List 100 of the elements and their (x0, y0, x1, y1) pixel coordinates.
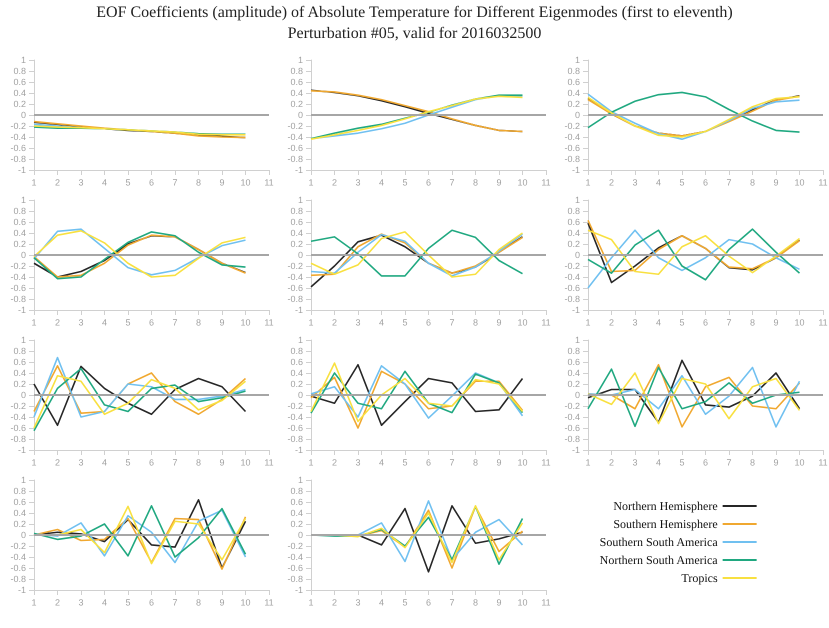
chart-subtitle: Perturbation #05, valid for 2016032500 (286, 24, 542, 44)
x-tick-label: 4 (656, 318, 662, 328)
y-tick-label: 1 (574, 195, 580, 205)
y-tick-label: -0.6 (10, 423, 26, 433)
y-tick-label: -0.8 (287, 574, 303, 584)
legend-label: Tropics (681, 571, 718, 585)
y-tick-label: 0.6 (13, 357, 26, 367)
x-tick-label: 9 (219, 178, 225, 188)
y-tick-label: 0.2 (567, 239, 580, 249)
y-tick-label: -0.4 (10, 552, 26, 562)
y-tick-label: -0.6 (10, 143, 26, 153)
x-tick-label: 7 (726, 178, 732, 188)
x-tick-label: 8 (750, 318, 756, 328)
x-tick-label: 11 (818, 458, 828, 468)
x-tick-label: 10 (240, 178, 251, 188)
line-series (33, 374, 246, 429)
x-tick-label: 6 (426, 318, 432, 328)
y-tick-label: -0.6 (10, 283, 26, 293)
line-series (587, 220, 800, 272)
x-tick-label: 3 (632, 178, 638, 188)
y-tick-label: 0.8 (567, 346, 580, 356)
x-tick-label: 1 (308, 598, 314, 608)
x-tick-label: 1 (585, 458, 591, 468)
x-tick-label: 8 (472, 458, 478, 468)
y-tick-label: 0.8 (13, 66, 26, 76)
x-tick-label: 6 (148, 458, 154, 468)
y-tick-label: 0 (574, 110, 580, 120)
x-tick-label: 10 (794, 178, 805, 188)
x-tick-label: 11 (264, 178, 274, 188)
x-tick-label: 10 (240, 458, 251, 468)
y-tick-label: 1 (298, 55, 303, 65)
x-tick-label: 9 (496, 318, 502, 328)
y-tick-label: -0.8 (287, 294, 303, 304)
x-tick-label: 11 (818, 318, 828, 328)
y-tick-label: 0.4 (567, 368, 580, 378)
x-tick-label: 1 (31, 318, 37, 328)
y-tick-label: 0.2 (13, 379, 26, 389)
x-tick-label: 10 (517, 178, 528, 188)
legend-label: Southern Hemisphere (613, 517, 718, 531)
y-tick-label: 0.4 (13, 508, 26, 518)
y-tick-label: 0.4 (567, 88, 580, 98)
x-tick-label: 11 (264, 458, 274, 468)
x-tick-label: 8 (196, 598, 202, 608)
x-tick-label: 10 (517, 598, 528, 608)
y-tick-label: 1 (20, 55, 26, 65)
y-tick-label: 0.4 (290, 88, 303, 98)
x-tick-label: 7 (172, 318, 178, 328)
x-tick-label: 2 (54, 318, 60, 328)
y-tick-label: -0.6 (287, 143, 303, 153)
x-tick-label: 5 (402, 178, 408, 188)
y-tick-label: 0.8 (567, 206, 580, 216)
x-tick-label: 10 (794, 458, 805, 468)
y-tick-label: 0.6 (567, 77, 580, 87)
x-tick-label: 4 (378, 598, 384, 608)
x-tick-label: 5 (679, 178, 685, 188)
x-tick-label: 4 (102, 598, 108, 608)
y-tick-label: -0.6 (287, 283, 303, 293)
y-tick-label: 0.4 (290, 368, 303, 378)
y-tick-label: 0.2 (13, 519, 26, 529)
x-tick-label: 3 (78, 318, 84, 328)
y-tick-label: -0.4 (564, 272, 580, 282)
x-tick-label: 6 (426, 598, 432, 608)
y-tick-label: 0.6 (13, 77, 26, 87)
y-tick-label: 0.4 (290, 228, 303, 238)
y-tick-label: -0.8 (10, 294, 26, 304)
y-tick-label: -0.6 (564, 143, 580, 153)
x-tick-label: 11 (541, 318, 551, 328)
y-tick-label: 0.2 (290, 99, 303, 109)
x-tick-label: 1 (31, 178, 37, 188)
y-tick-label: -1 (294, 585, 303, 595)
y-tick-label: 1 (20, 475, 26, 485)
y-tick-label: -0.6 (564, 423, 580, 433)
y-tick-label: 0.8 (567, 66, 580, 76)
y-tick-label: -1 (18, 305, 26, 315)
x-tick-label: 6 (148, 178, 154, 188)
y-tick-label: 0 (298, 390, 303, 400)
x-tick-label: 3 (355, 458, 361, 468)
y-tick-label: 1 (574, 55, 580, 65)
y-tick-label: 0.6 (13, 217, 26, 227)
chart-title: EOF Coefficients (amplitude) of Absolute Temperature for Different Eigenmodes (first to eleventh) (95, 3, 734, 23)
y-tick-label: 0.2 (290, 519, 303, 529)
y-tick-label: 0.2 (567, 99, 580, 109)
x-tick-label: 3 (632, 318, 638, 328)
x-tick-label: 1 (585, 318, 591, 328)
y-tick-label: -1 (294, 305, 303, 315)
y-tick-label: -0.8 (10, 434, 26, 444)
y-tick-label: -0.2 (10, 261, 26, 271)
y-tick-label: -0.2 (10, 121, 26, 131)
legend-label: Northern Hemisphere (613, 499, 718, 513)
y-tick-label: 0 (20, 250, 26, 260)
y-tick-label: -0.8 (10, 574, 26, 584)
y-tick-label: -1 (572, 305, 580, 315)
y-tick-label: 0.4 (13, 88, 26, 98)
y-tick-label: 0.2 (290, 379, 303, 389)
x-tick-label: 3 (355, 318, 361, 328)
y-tick-label: -0.4 (10, 272, 26, 282)
x-tick-label: 2 (608, 178, 614, 188)
line-series (33, 356, 246, 418)
y-tick-label: -1 (18, 165, 26, 175)
x-tick-label: 9 (219, 598, 225, 608)
